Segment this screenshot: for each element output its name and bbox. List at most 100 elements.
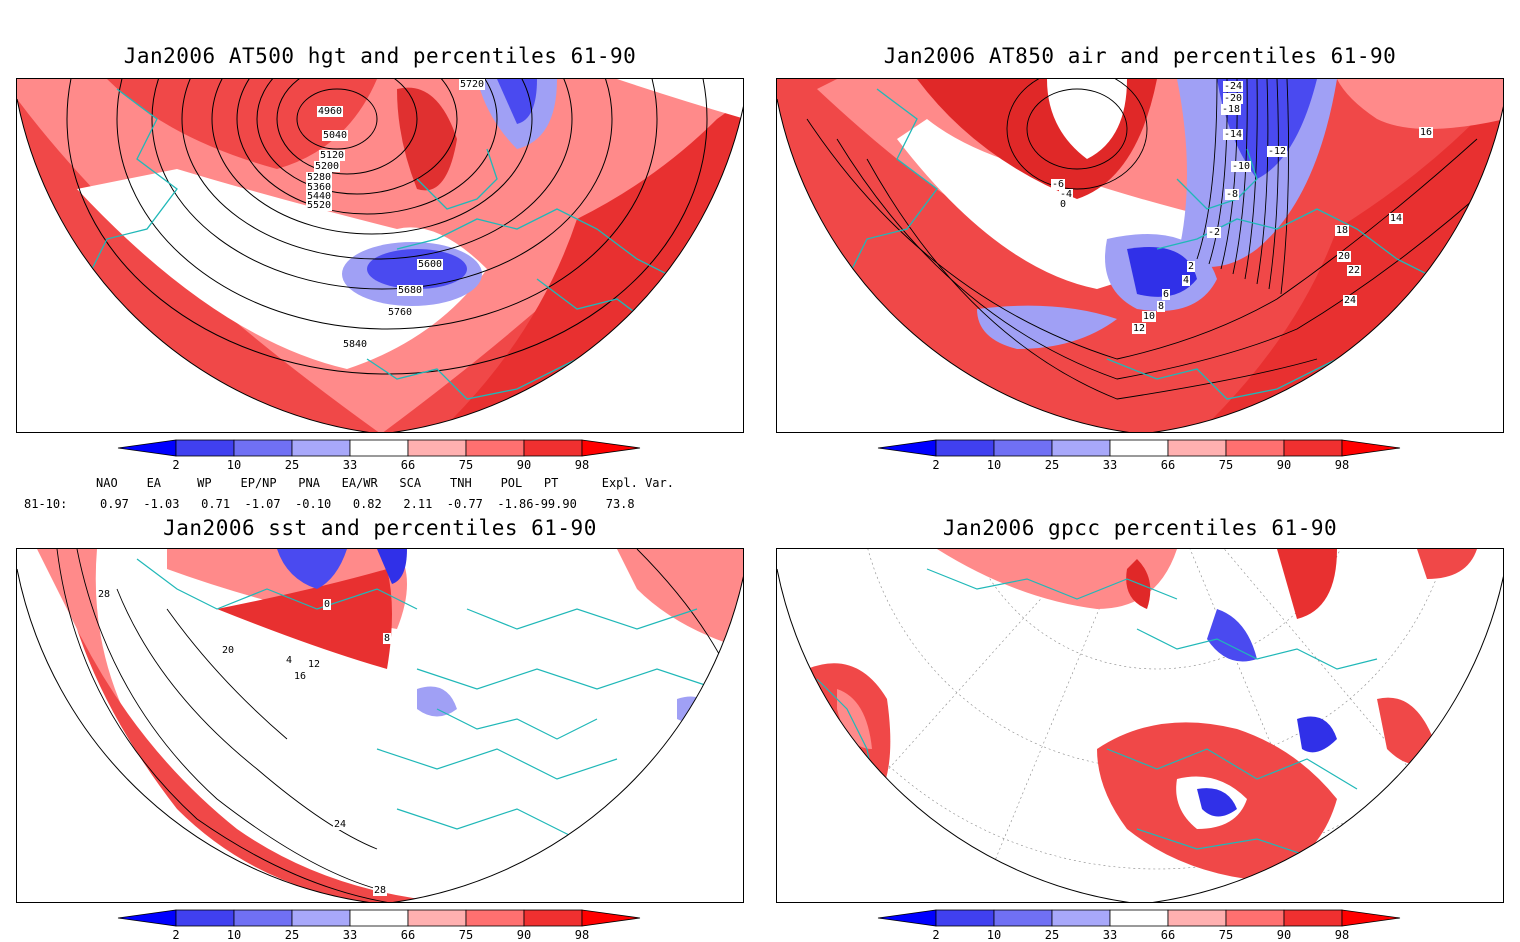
- colorbar-tick: 33: [342, 928, 358, 942]
- colorbar-gpcc: 2 10 25 33 66 75 90 98: [877, 909, 1401, 942]
- contour-label: 10: [1142, 311, 1157, 322]
- colorbar-tick: 25: [284, 458, 300, 472]
- colorbar-tick: 98: [1334, 928, 1350, 942]
- contour-label: 24: [333, 819, 348, 830]
- colorbar-tick: 98: [1334, 458, 1350, 472]
- contour-label: 28: [373, 885, 388, 896]
- colorbar-tick: 10: [986, 458, 1002, 472]
- colorbar-tick: 66: [400, 928, 416, 942]
- colorbar-tick: 75: [1218, 928, 1234, 942]
- colorbar-tick: 25: [1044, 928, 1060, 942]
- colorbar-tick: 10: [226, 928, 242, 942]
- contour-label: -6: [1051, 179, 1066, 190]
- colorbar-tick: 25: [284, 928, 300, 942]
- contour-label: 18: [1335, 225, 1350, 236]
- colorbar-tick: 66: [400, 458, 416, 472]
- colorbar-swatches: [877, 909, 1401, 927]
- indices-row-label: 81-10:: [24, 497, 68, 511]
- indices-header: NAO EA WP EP/NP PNA EA/WR SCA TNH POL PT…: [96, 476, 674, 490]
- colorbar-tick: 75: [458, 458, 474, 472]
- contour-label: 2: [1187, 261, 1196, 272]
- contour-label: 5120: [319, 150, 346, 161]
- contour-label: -4: [1059, 189, 1074, 200]
- contour-label: 4: [285, 655, 294, 666]
- contour-label: 0: [323, 599, 332, 610]
- contour-label: -8: [1225, 189, 1240, 200]
- contour-label: 5720: [459, 79, 486, 90]
- colorbar-tick: 90: [1276, 928, 1292, 942]
- map-panel-sst: 28 20 16 12 8 4 0 24 28: [16, 548, 744, 903]
- contour-label: 5360: [306, 182, 333, 193]
- colorbar-tick: 33: [342, 458, 358, 472]
- panel-title-sst: Jan2006 sst and percentiles 61-90: [163, 516, 597, 540]
- panel-title-air850: Jan2006 AT850 air and percentiles 61-90: [883, 44, 1397, 68]
- contour-label: 4: [1182, 275, 1191, 286]
- colorbar-tick: 90: [516, 928, 532, 942]
- contour-label: 20: [1337, 251, 1352, 262]
- contour-label: -24: [1223, 81, 1244, 92]
- contour-label: 12: [307, 659, 322, 670]
- contour-label: -18: [1221, 104, 1242, 115]
- map-panel-air850: -24 -20 -18 -14 -12 -10 -8 -6 -4 -2 0 2 …: [776, 78, 1504, 433]
- contour-label: 12: [1132, 323, 1147, 334]
- contour-label: 5760: [387, 307, 414, 318]
- colorbar-tick: 2: [172, 458, 180, 472]
- map-panel-gpcc: [776, 548, 1504, 903]
- contour-label: 14: [1389, 213, 1404, 224]
- panel-title-hgt500: Jan2006 AT500 hgt and percentiles 61-90: [123, 44, 637, 68]
- contour-label: 8: [1157, 301, 1166, 312]
- contour-label: 5600: [417, 259, 444, 270]
- contour-label: 20: [221, 645, 236, 656]
- contour-label: 16: [293, 671, 308, 682]
- colorbar-swatches: [117, 439, 641, 457]
- colorbar-tick: 2: [172, 928, 180, 942]
- contour-label: 22: [1347, 265, 1362, 276]
- contour-label: 5520: [306, 200, 333, 211]
- colorbar-tick: 75: [458, 928, 474, 942]
- contour-label: -14: [1223, 129, 1244, 140]
- panel-title-gpcc: Jan2006 gpcc percentiles 61-90: [942, 516, 1338, 540]
- colorbar-tick: 2: [932, 928, 940, 942]
- colorbar-tick: 66: [1160, 928, 1176, 942]
- contour-label: 5440: [306, 191, 333, 202]
- map-air850: [777, 79, 1503, 432]
- colorbar-tick: 75: [1218, 458, 1234, 472]
- contour-label: 5680: [397, 285, 424, 296]
- contour-label: 5040: [322, 130, 349, 141]
- contour-label: 28: [97, 589, 112, 600]
- colorbar-tick: 33: [1102, 458, 1118, 472]
- colorbar-swatches: [117, 909, 641, 927]
- map-hgt500: [17, 79, 743, 432]
- colorbar-hgt500: 2 10 25 33 66 75 90 98: [117, 439, 641, 474]
- colorbar-tick: 33: [1102, 928, 1118, 942]
- colorbar-air850: 2 10 25 33 66 75 90 98: [877, 439, 1401, 474]
- contour-label: 8: [383, 633, 392, 644]
- colorbar-tick: 90: [516, 458, 532, 472]
- contour-label: -10: [1231, 161, 1252, 172]
- colorbar-tick: 10: [226, 458, 242, 472]
- contour-label: 24: [1343, 295, 1358, 306]
- contour-label: 16: [1419, 127, 1434, 138]
- contour-label: 5280: [306, 172, 333, 183]
- map-gpcc: [777, 549, 1503, 902]
- colorbar-sst: 2 10 25 33 66 75 90 98: [117, 909, 641, 942]
- map-sst: [17, 549, 743, 902]
- contour-label: -12: [1267, 146, 1288, 157]
- contour-label: -20: [1223, 93, 1244, 104]
- colorbar-swatches: [877, 439, 1401, 457]
- contour-label: 0: [1059, 199, 1068, 210]
- map-panel-hgt500: 4960 5040 5120 5200 5280 5360 5440 5520 …: [16, 78, 744, 433]
- contour-label: 6: [1162, 289, 1171, 300]
- colorbar-tick: 98: [574, 928, 590, 942]
- colorbar-tick: 2: [932, 458, 940, 472]
- colorbar-tick: 98: [574, 458, 590, 472]
- indices-values: 0.97 -1.03 0.71 -1.07 -0.10 0.82 2.11 -0…: [100, 497, 635, 511]
- colorbar-tick: 90: [1276, 458, 1292, 472]
- colorbar-tick: 66: [1160, 458, 1176, 472]
- contour-label: 5840: [342, 339, 369, 350]
- contour-label: -2: [1207, 227, 1222, 238]
- colorbar-tick: 10: [986, 928, 1002, 942]
- contour-label: 4960: [317, 106, 344, 117]
- colorbar-tick: 25: [1044, 458, 1060, 472]
- contour-label: 5200: [314, 161, 341, 172]
